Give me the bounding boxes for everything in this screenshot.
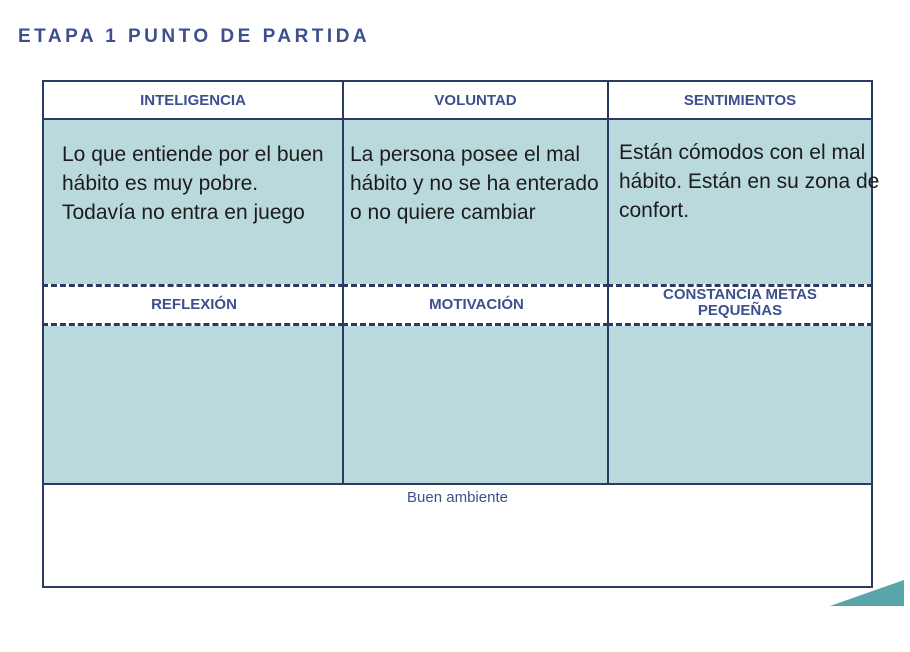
body-voluntad: La persona posee el mal hábito y no se h…: [350, 143, 599, 224]
empty-cell-1: [42, 326, 344, 483]
slide-title: ETAPA 1 PUNTO DE PARTIDA: [18, 26, 371, 47]
bottom-label: Buen ambiente: [407, 489, 508, 506]
cell-inteligencia: Lo que entiende por el buen hábito es mu…: [42, 120, 344, 284]
header-voluntad: VOLUNTAD: [342, 80, 609, 120]
sub-motivacion: MOTIVACIÓN: [342, 284, 609, 326]
body-inteligencia: Lo que entiende por el buen hábito es mu…: [62, 143, 324, 224]
body-sentimientos: Están cómodos con el mal hábito. Están e…: [619, 141, 880, 222]
empty-cell-3: [607, 326, 873, 483]
header-inteligencia: INTELIGENCIA: [42, 80, 344, 120]
corner-decoration: [830, 580, 904, 606]
header-sentimientos: SENTIMIENTOS: [607, 80, 873, 120]
empty-cell-2: [342, 326, 609, 483]
sub-reflexion: REFLEXIÓN: [42, 284, 344, 326]
cell-voluntad: La persona posee el mal hábito y no se h…: [342, 120, 609, 284]
bottom-box: Buen ambiente: [42, 483, 873, 588]
sub-constancia: CONSTANCIA METAS PEQUEÑAS: [607, 284, 873, 326]
cell-sentimientos: Están cómodos con el mal hábito. Están e…: [607, 120, 879, 284]
